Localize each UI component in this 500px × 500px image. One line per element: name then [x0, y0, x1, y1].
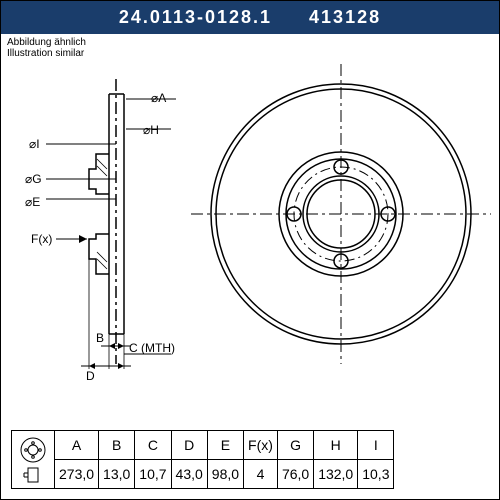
label-B: B: [96, 331, 104, 345]
th-A: A: [55, 431, 99, 460]
label-C: C (MTH): [129, 341, 175, 355]
label-diamG: ⌀G: [25, 172, 42, 186]
table-value-row: 273,0 13,0 10,7 43,0 98,0 4 76,0 132,0 1…: [12, 460, 394, 489]
td-D: 43,0: [171, 460, 207, 489]
figure-container: 24.0113-0128.1 413128 Abbildung ähnlich …: [0, 0, 500, 500]
label-Fx: F(x): [31, 232, 52, 246]
td-I: 10,3: [358, 460, 394, 489]
title-bar: 24.0113-0128.1 413128: [1, 1, 499, 34]
td-A: 273,0: [55, 460, 99, 489]
th-I: I: [358, 431, 394, 460]
th-H: H: [314, 431, 358, 460]
technical-diagram: ⌀I ⌀G ⌀E ⌀H ⌀A F(x) B C (MTH) D: [1, 34, 500, 394]
part-number: 24.0113-0128.1: [119, 7, 272, 28]
td-C: 10,7: [135, 460, 171, 489]
label-D: D: [86, 369, 95, 383]
td-H: 132,0: [314, 460, 358, 489]
label-diamH: ⌀H: [143, 123, 159, 137]
th-B: B: [99, 431, 135, 460]
table-header-row: A B C D E F(x) G H I: [12, 431, 394, 460]
diagram-area: ⌀I ⌀G ⌀E ⌀H ⌀A F(x) B C (MTH) D: [1, 34, 499, 374]
th-D: D: [171, 431, 207, 460]
label-diamA: ⌀A: [151, 91, 166, 105]
table-icon-cell: [12, 431, 55, 489]
disc-icon: [16, 436, 50, 484]
td-Fx: 4: [244, 460, 278, 489]
label-diamI: ⌀I: [29, 137, 40, 151]
front-view: [191, 64, 491, 364]
th-E: E: [207, 431, 243, 460]
label-diamE: ⌀E: [25, 195, 40, 209]
td-B: 13,0: [99, 460, 135, 489]
dimension-table: A B C D E F(x) G H I 273,0 13,0 10,7 43,…: [11, 430, 394, 489]
short-code: 413128: [309, 7, 381, 28]
th-C: C: [135, 431, 171, 460]
td-E: 98,0: [207, 460, 243, 489]
th-Fx: F(x): [244, 431, 278, 460]
td-G: 76,0: [277, 460, 313, 489]
th-G: G: [277, 431, 313, 460]
